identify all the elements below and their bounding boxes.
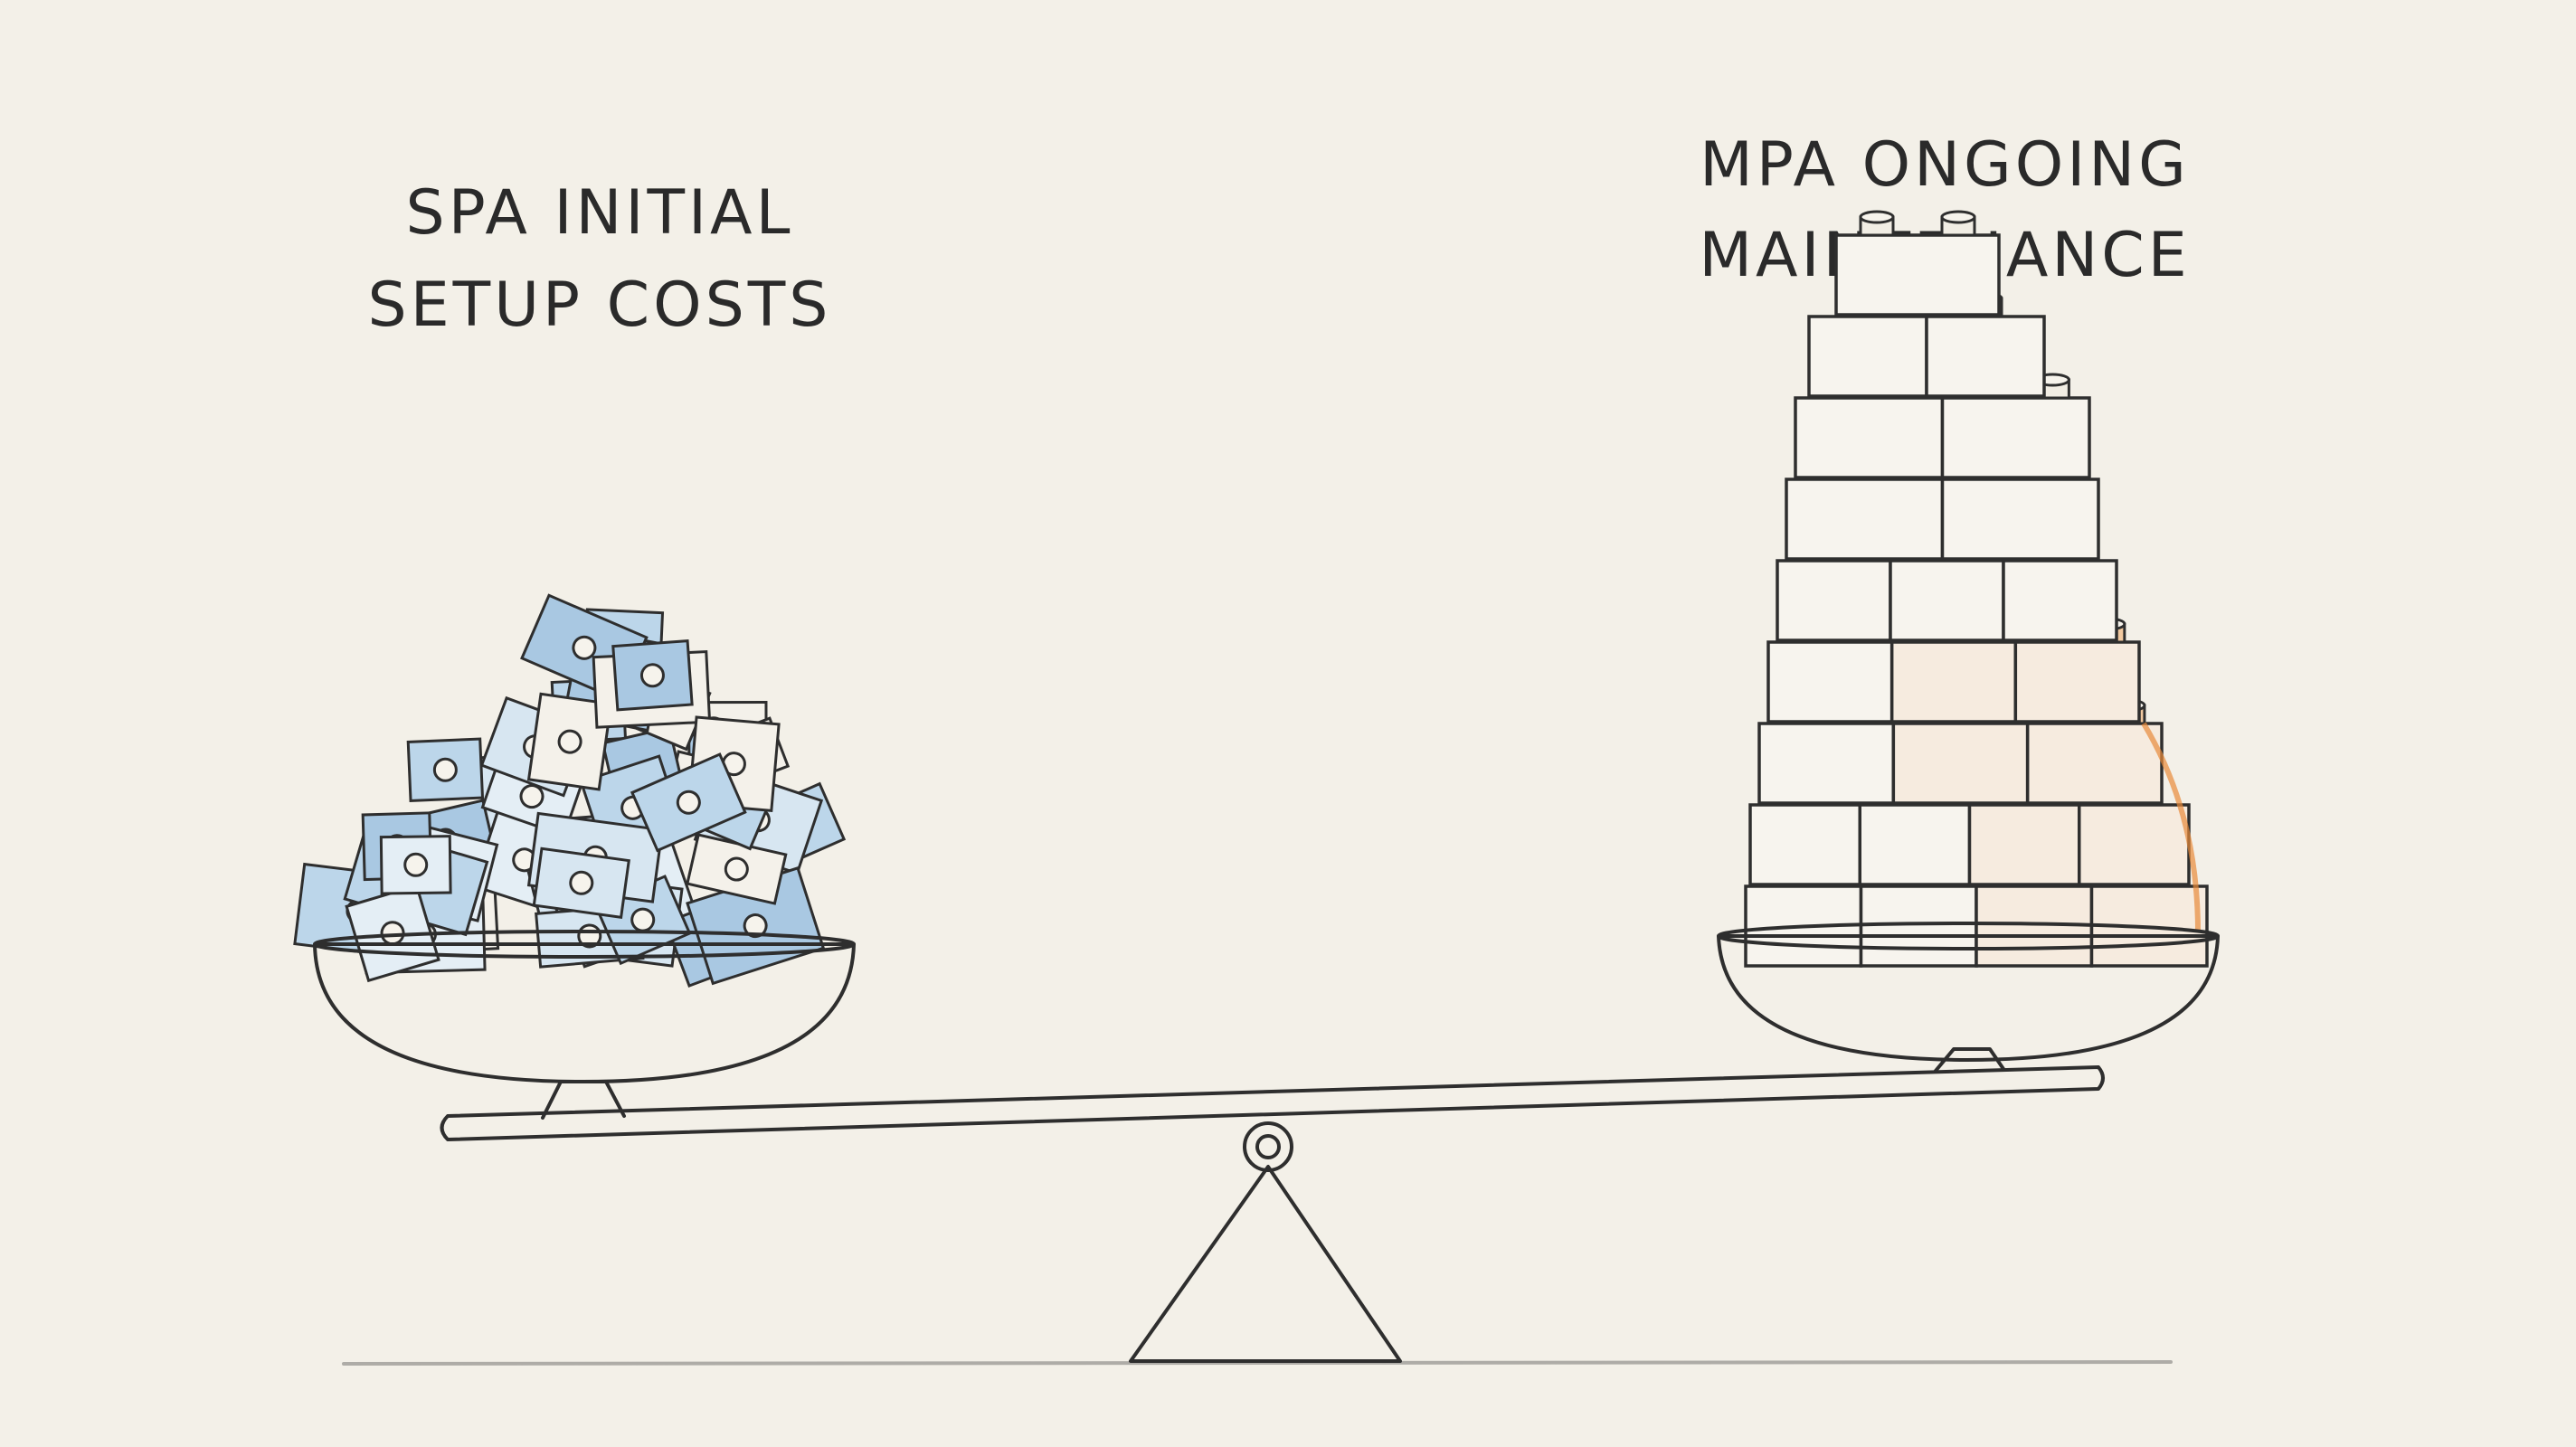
block-stud: [630, 907, 656, 932]
beam: [440, 1065, 2105, 1141]
tumbled-block: [526, 692, 613, 791]
tumbled-block: [611, 639, 694, 712]
brick: [2078, 803, 2191, 886]
block-stud: [572, 635, 597, 660]
block-stud: [676, 790, 701, 815]
tumbled-block: [532, 846, 630, 919]
orange-shading: [2141, 722, 2201, 932]
block-stud: [557, 729, 582, 754]
block-stud: [403, 852, 429, 877]
brick: [2002, 559, 2118, 642]
brick: [1859, 884, 1978, 968]
right-block-stack: [1744, 210, 2209, 968]
brick: [2025, 722, 2164, 805]
right-bowl: [1717, 934, 2220, 1062]
brick: [1940, 478, 2100, 561]
brick: [1834, 233, 2001, 317]
left-label-line: SPA INITIAL: [406, 177, 794, 249]
block-stud: [569, 870, 594, 895]
brick: [1889, 640, 2018, 724]
left-bowl-rim: [313, 930, 856, 959]
left-label-line: SETUP COSTS: [368, 270, 832, 341]
right-bowl-rim: [1717, 922, 2220, 950]
pivot-pin: [1255, 1134, 1281, 1159]
tumbled-block: [686, 833, 788, 905]
block-stud: [432, 757, 458, 782]
fulcrum: [1129, 1165, 1402, 1363]
brick: [1757, 722, 1896, 805]
tumbled-block: [379, 835, 452, 895]
brick: [1794, 396, 1945, 479]
tumbled-block: [406, 737, 485, 803]
brick: [1967, 803, 2081, 886]
brick: [1766, 640, 1894, 724]
left-bowl: [313, 942, 856, 1083]
brick: [1925, 315, 2046, 398]
brick: [1940, 396, 2091, 479]
brick: [1889, 559, 2005, 642]
right-label-line: MPA ONGOING: [1700, 129, 2190, 201]
brick: [1891, 722, 2030, 805]
brick-stud-top: [1859, 210, 1895, 224]
block-stud: [639, 663, 665, 688]
brick: [1807, 315, 1928, 398]
brick: [1785, 478, 1945, 561]
brick: [1748, 803, 1861, 886]
tumbled-block: [630, 752, 747, 853]
brick-stud-top: [1940, 210, 1976, 224]
brick: [1858, 803, 1972, 886]
brick: [2013, 640, 2141, 724]
brick: [1776, 559, 1892, 642]
block-stud: [724, 856, 749, 882]
pivot: [1243, 1121, 1293, 1172]
